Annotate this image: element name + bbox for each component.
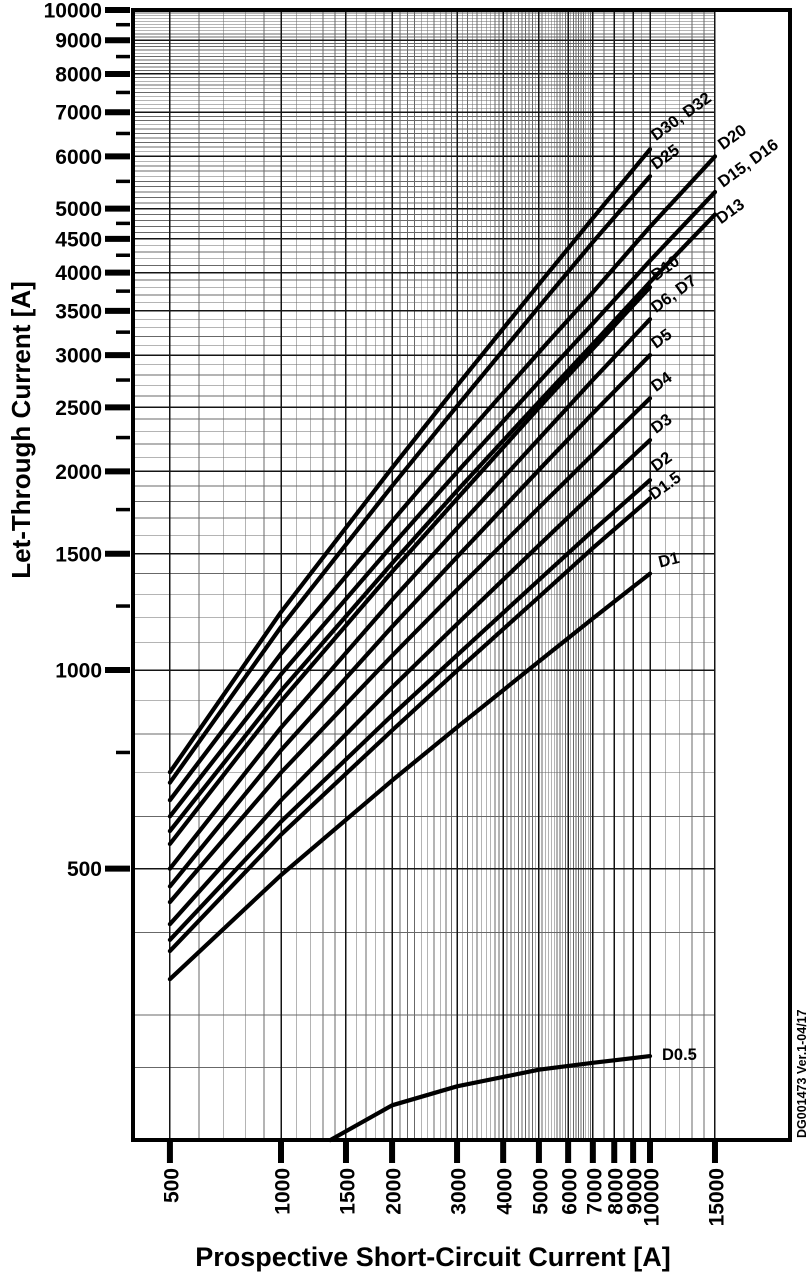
y-tick-label: 3000 [55,345,102,368]
x-tick-label: 7000 [583,1168,606,1215]
curve-label-D0.5: D0.5 [662,1046,697,1064]
y-tick-label: 3500 [55,300,102,323]
curve-D6-D7 [167,317,653,871]
y-tick-label: 1000 [55,660,102,683]
x-tick-label: 500 [160,1168,183,1203]
y-tick-label: 1500 [55,543,102,566]
x-tick-label: 1500 [336,1168,359,1215]
x-tick-label: 6000 [559,1168,582,1215]
y-tick-label: 10000 [44,0,102,23]
x-tick-label: 5000 [529,1168,552,1215]
grid-minor-lines [133,10,715,1140]
x-tick-label: 15000 [705,1168,728,1226]
curve-D10 [167,285,653,847]
curve-D15-D16 [167,189,718,819]
y-tick-label: 4500 [55,228,102,251]
curve-label-D13: D13 [713,195,748,227]
y-tick-label: 4000 [55,262,102,285]
x-axis-tick-labels: 500 1000 1500 2000 3000 4000 5000 6000 700080009… [160,1168,728,1226]
curve-D25 [167,174,653,785]
y-axis-title: Let-Through Current [A] [6,281,36,579]
curve-label-D30-D32: D30, D32 [648,89,715,145]
x-tick-label: 4000 [494,1168,517,1215]
curve-D20 [167,154,718,803]
curve-D1.5 [167,496,653,954]
curve-label-D4: D4 [648,368,676,395]
curve-D5 [167,353,653,889]
curve-label-D20: D20 [715,121,750,153]
y-tick-label: 2500 [55,397,102,420]
x-tick-label: 3000 [448,1168,471,1215]
y-tick-label: 500 [67,858,102,881]
x-tick-label: 1000 [272,1168,295,1215]
curve-D3 [167,438,653,927]
x-tick-label: 2000 [383,1168,406,1215]
curve-D13 [167,212,718,834]
x-axis-title: Prospective Short-Circuit Current [A] [195,1242,671,1272]
y-tick-label: 9000 [55,30,102,53]
curve-D30-D32 [167,147,653,775]
curves [167,147,718,1143]
curve-D0.5 [328,1054,653,1143]
y-tick-label: 7000 [55,102,102,125]
x-tick-label: 10000 [641,1168,664,1226]
y-tick-label: 5000 [55,198,102,221]
curve-label-D1: D1 [657,549,682,572]
x-tick-label: 8000 [605,1168,628,1215]
curve-D4 [167,396,653,905]
x-tick-label: 9000 [624,1168,647,1215]
curve-D1 [167,571,653,982]
y-tick-label: 6000 [55,146,102,169]
y-axis-tick-labels: 10000 9000 8000 7000 6000 5000 4500 4000 3500 300… [44,0,102,881]
y-tick-label: 2000 [55,461,102,484]
grid-major-lines [133,9,716,1140]
y-tick-label: 8000 [55,63,102,86]
doc-reference: DG001473 Ver.1-04/17 [795,1009,809,1138]
curve-label-D3: D3 [648,410,676,437]
curve-D2 [167,478,653,942]
axis-ticks [105,7,718,1163]
curve-label-D5: D5 [648,325,676,352]
plot-frame [131,8,792,1142]
